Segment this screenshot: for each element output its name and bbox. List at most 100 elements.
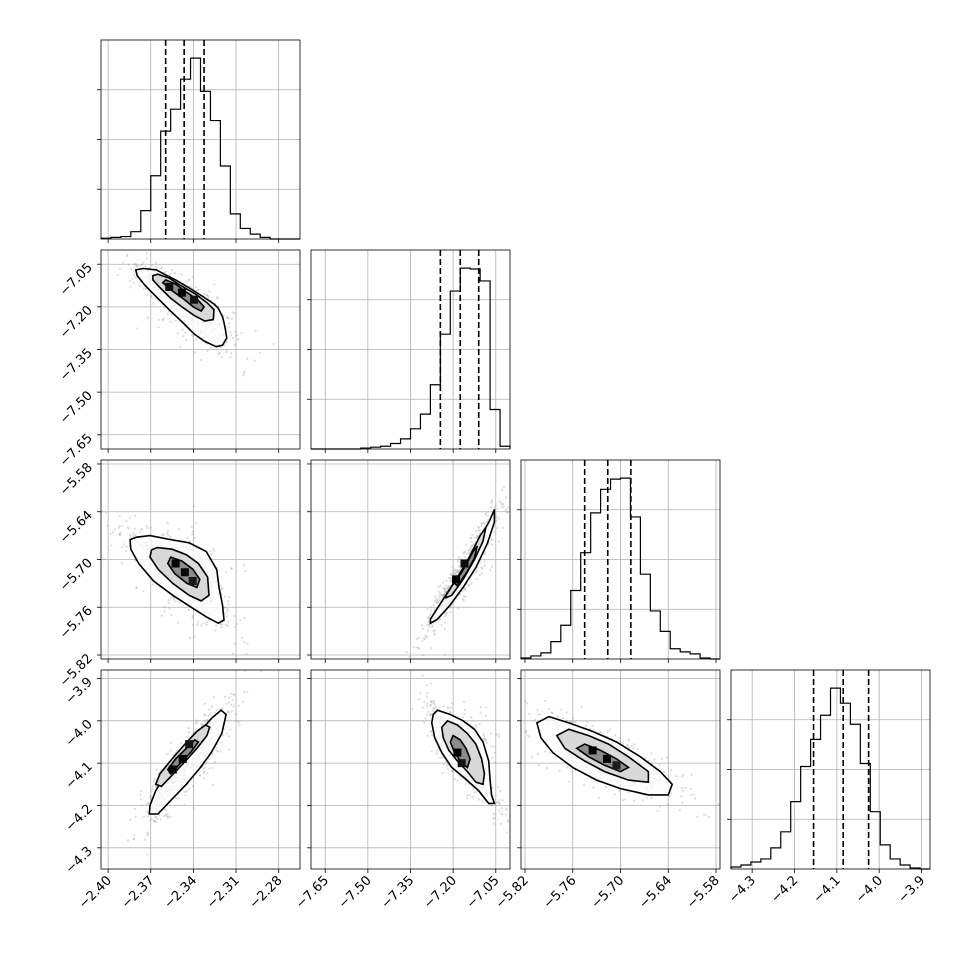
scatter-point [463,556,467,559]
scatter-point [182,334,185,338]
scatter-point [471,534,474,537]
scatter-point [468,794,471,797]
scatter-point [478,798,481,801]
scatter-point [452,568,455,571]
scatter-point [167,534,170,537]
scatter-point [464,586,467,590]
scatter-point [707,815,711,819]
scatter-point [432,629,435,632]
scatter-point [597,796,600,799]
scatter-point [483,737,486,740]
scatter-point [192,504,196,508]
scatter-point [469,536,472,540]
scatter-point [170,613,173,617]
scatter-point [435,601,438,604]
scatter-point [113,528,116,531]
scatter-point [240,331,243,335]
scatter-point [636,747,639,751]
scatter-point [705,813,708,817]
scatter-point [663,770,666,773]
scatter-point [437,620,440,623]
scatter-point [160,614,163,617]
scatter-point [127,263,130,266]
scatter-point [434,629,437,632]
scatter-point [219,623,222,626]
scatter-point [120,562,123,565]
scatter-point [480,521,483,525]
scatter-point [225,615,229,618]
scatter-point [135,265,139,268]
scatter-point [237,704,240,707]
scatter-point [166,522,169,525]
scatter-point [606,730,609,734]
scatter-point [496,800,499,803]
scatter-point [245,357,249,360]
scatter-point [221,623,224,626]
scatter-point [220,707,224,710]
y-tick-label: −4.1 [63,759,96,792]
scatter-point [682,789,685,792]
scatter-point [226,624,229,627]
scatter-point [486,514,489,518]
scatter-point [429,713,432,716]
scatter-point [97,245,99,247]
scatter-point [451,769,454,772]
panel-content [517,699,720,819]
x-tick-label: −2.34 [161,873,200,912]
scatter-point [464,595,467,598]
scatter-point [183,803,186,806]
scatter-point [689,787,692,790]
scatter-point [223,606,227,609]
scatter-point [220,741,223,744]
scatter-point [600,731,603,734]
scatter-point [176,332,179,335]
scatter-point [235,334,238,337]
scatter-point [196,621,200,624]
scatter-point [478,723,481,726]
scatter-point [480,572,483,575]
scatter-point [556,715,559,718]
scatter-point [506,506,510,509]
scatter-point [480,525,483,528]
scatter-point [209,346,212,349]
scatter-point [226,349,229,352]
scatter-point [627,791,630,794]
scatter-point [480,523,483,526]
scatter-point [181,328,184,331]
scatter-point [165,814,168,817]
scatter-point [163,808,166,811]
scatter-point [244,570,247,573]
scatter-point [517,728,519,730]
panel-border [100,669,301,870]
scatter-point [139,797,143,801]
density-peak [168,765,177,774]
scatter-point [219,584,222,587]
scatter-point [230,703,233,706]
scatter-point [469,547,472,550]
scatter-point [669,769,673,772]
scatter-point [174,797,178,800]
scatter-point [239,618,242,622]
scatter-point [146,832,150,836]
scatter-point [134,815,137,818]
scatter-point [416,666,418,668]
scatter-point [472,725,475,728]
scatter-point [209,549,212,553]
scatter-point [122,543,125,546]
scatter-point [430,646,433,650]
panel-content [411,674,510,834]
scatter-point [544,699,547,703]
scatter-point [438,594,441,597]
scatter-point [463,551,466,554]
scatter-point [438,596,441,599]
scatter-point [233,312,236,315]
scatter-point [437,590,440,593]
scatter-point [177,797,180,800]
scatter-point [506,820,509,823]
scatter-point [528,735,531,738]
scatter-point [435,601,438,604]
scatter-point [133,263,136,266]
y-tick-label: −5.76 [57,603,96,642]
scatter-point [136,327,139,330]
scatter-point [188,540,191,543]
